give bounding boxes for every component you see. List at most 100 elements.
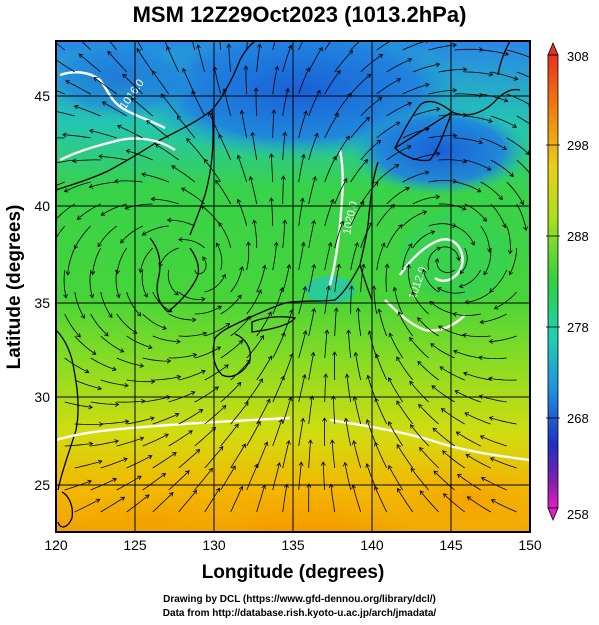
streamline-arrowhead (366, 374, 371, 380)
streamline (114, 180, 143, 183)
streamline (117, 125, 143, 139)
streamline-arrowhead (148, 344, 153, 350)
streamline (246, 378, 263, 403)
x-tick-130: 130 (202, 537, 226, 553)
streamline-arrowhead (190, 391, 196, 396)
streamline (308, 440, 311, 469)
streamline (90, 440, 119, 447)
streamline-arrowhead (367, 330, 373, 335)
streamline (489, 417, 517, 425)
streamline-arrowhead (323, 373, 329, 378)
credits: Drawing by DCL (https://www.gfd-dennou.o… (0, 593, 599, 621)
streamline (272, 287, 283, 315)
streamline-arrowhead (375, 353, 380, 359)
streamline (411, 291, 429, 315)
streamline-arrowhead (410, 424, 415, 429)
streamline (396, 356, 414, 381)
streamline (194, 427, 216, 447)
streamline (506, 49, 530, 58)
x-tick-labels: 120 125 130 135 140 145 150 (44, 537, 542, 553)
streamline (74, 379, 102, 390)
streamline-arrowhead (37, 136, 41, 140)
streamline-arrowhead (462, 371, 468, 377)
streamline (480, 181, 503, 200)
y-tick-35: 35 (34, 295, 50, 311)
streamline (334, 308, 337, 337)
streamline (100, 203, 127, 216)
x-tick-135: 135 (281, 537, 305, 553)
streamline (194, 305, 222, 315)
streamline-arrowhead (365, 463, 371, 468)
streamline (116, 247, 128, 275)
streamline (480, 93, 508, 102)
streamline (100, 291, 113, 318)
streamline (454, 93, 483, 97)
streamline (168, 313, 196, 321)
streamline (142, 313, 167, 330)
streamline-arrowhead (458, 283, 464, 289)
streamline-arrowhead (234, 423, 239, 429)
streamline (330, 484, 336, 513)
streamline (186, 138, 206, 161)
streamline-arrowhead (332, 155, 337, 161)
streamline-arrowhead (244, 401, 249, 407)
streamline (74, 225, 91, 249)
streamline-arrowhead (465, 454, 471, 459)
streamline (256, 485, 266, 513)
streamline-arrowhead (345, 135, 350, 141)
streamline (394, 287, 404, 315)
streamline-arrowhead (88, 441, 94, 447)
streamline (428, 135, 457, 139)
streamline-arrowhead (437, 287, 442, 292)
streamline-arrowhead (532, 177, 536, 181)
streamline-arrowhead (88, 404, 93, 410)
streamline-arrowhead (114, 402, 120, 407)
streamline (241, 110, 248, 139)
streamline (152, 376, 181, 381)
streamline-arrowhead (329, 198, 335, 204)
streamline-arrowhead (224, 364, 229, 369)
streamline-arrowhead (325, 285, 331, 291)
streamline-arrowhead (97, 385, 103, 391)
streamline-arrowhead (76, 333, 81, 338)
streamline-arrowhead (490, 499, 496, 504)
streamline-arrowhead (181, 187, 186, 192)
streamline-arrowhead (464, 412, 470, 417)
streamline (107, 51, 127, 73)
streamline (453, 350, 481, 359)
streamline (220, 294, 242, 315)
colorbar-tick-268: 268 (567, 411, 589, 426)
streamline (168, 470, 190, 491)
x-tick-150: 150 (518, 537, 542, 553)
streamline-arrowhead (419, 447, 424, 452)
streamline (74, 335, 97, 355)
streamline-arrowhead (456, 473, 462, 479)
streamline (308, 220, 315, 249)
streamline (282, 45, 292, 73)
streamline (160, 93, 180, 117)
streamline-arrowhead (455, 431, 461, 436)
streamline (443, 493, 465, 513)
streamline (89, 181, 117, 188)
streamline-arrowhead (271, 109, 277, 114)
streamline-arrowhead (300, 241, 306, 247)
streamline-arrowhead (466, 496, 472, 501)
streamline-arrowhead (218, 222, 223, 227)
streamline-arrowhead (396, 400, 401, 405)
streamline-arrowhead (488, 416, 494, 421)
streamline (230, 359, 251, 381)
streamline (298, 242, 305, 271)
streamline-arrowhead (417, 360, 422, 366)
streamline-arrowhead (256, 420, 261, 426)
streamline-arrowhead (202, 256, 207, 262)
streamline (142, 357, 171, 362)
streamline (308, 47, 323, 73)
streamline-arrowhead (343, 417, 349, 423)
streamline (164, 41, 170, 51)
streamline (389, 333, 404, 359)
streamline-arrowhead (176, 339, 181, 344)
streamline-arrowhead (280, 175, 286, 180)
streamline (481, 477, 507, 491)
streamline-arrowhead (273, 241, 279, 246)
